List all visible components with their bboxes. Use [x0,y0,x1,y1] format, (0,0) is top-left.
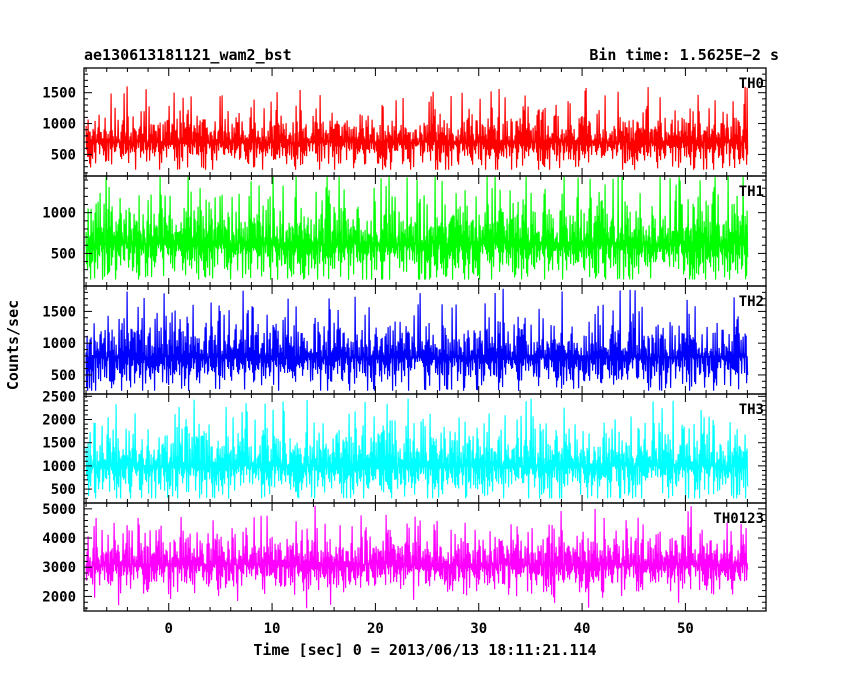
y-tick-label: 1500 [42,436,76,452]
panel-frame [83,502,767,612]
panel-th0: 500 1000 1500 TH0 [42,67,767,177]
x-tick-label: 0 [165,621,173,637]
chart-title: ae130613181121_wam2_bst [84,46,292,64]
y-tick-label: 4000 [42,531,76,547]
y-axis-label: Counts/sec [4,300,22,390]
th1-series-line [85,176,749,280]
x-tick-label: 30 [470,621,487,637]
panel-label: TH1 [739,184,764,200]
x-tick-label: 20 [367,621,384,637]
y-tick-label: 1000 [42,336,76,352]
y-tick-label: 500 [51,368,76,384]
panel-frame [83,67,767,177]
panel-label: TH3 [739,402,764,418]
y-tick-label: 1500 [42,304,76,320]
th2-series-line [85,288,749,391]
panel-th1: 500 1000 TH1 [42,175,767,287]
th0-series-line [85,86,749,170]
y-tick-label: 500 [51,147,76,163]
panel-th3: 500 1000 1500 2000 2500 TH3 [42,389,767,504]
y-tick-label: 500 [51,246,76,262]
th0123-series-line [85,505,749,609]
y-tick-label: 1500 [42,86,76,102]
y-tick-label: 2500 [42,389,76,405]
y-tick-label: 3000 [42,560,76,576]
y-tick-label: 1000 [42,117,76,133]
panel-th2: 500 1000 1500 TH2 [42,285,767,395]
x-axis-label: Time [sec] 0 = 2013/06/13 18:11:21.114 [253,641,596,659]
panel-label: TH0123 [713,511,764,527]
bin-time-label: Bin time: 1.5625E−2 s [589,46,779,64]
panel-label: TH2 [739,294,764,310]
y-tick-label: 2000 [42,413,76,429]
y-tick-label: 1000 [42,459,76,475]
y-tick-label: 500 [51,482,76,498]
y-tick-label: 1000 [42,206,76,222]
panel-label: TH0 [739,76,764,92]
x-tick-label: 10 [264,621,281,637]
panel-th0123: 2000 3000 4000 5000 TH0123 [42,502,767,612]
th3-series-line [85,398,749,499]
y-tick-label: 5000 [42,502,76,518]
x-tick-label: 40 [574,621,591,637]
y-tick-label: 2000 [42,589,76,605]
x-tick-label: 50 [677,621,694,637]
panels-group: 50010001500TH05001000TH150010001500TH250… [42,67,767,637]
